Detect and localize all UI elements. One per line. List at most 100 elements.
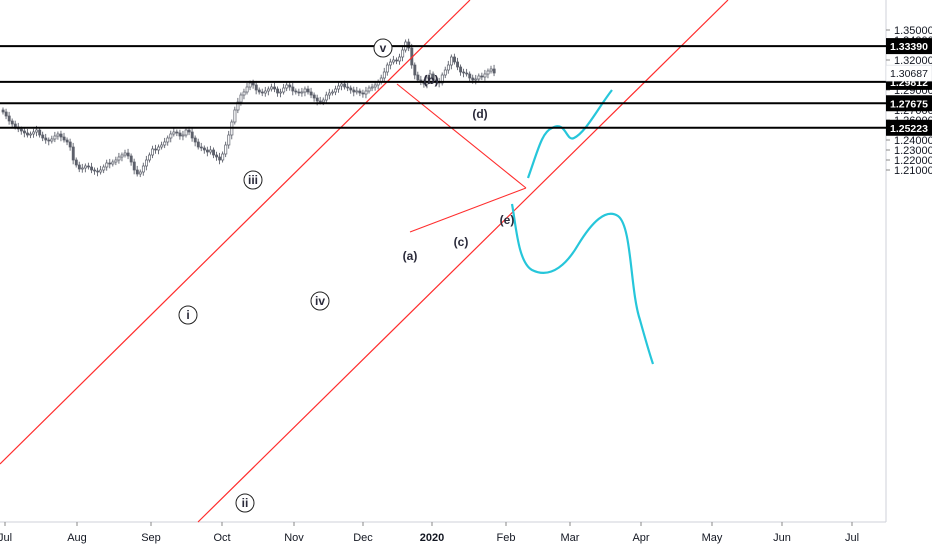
candle-body [279,91,283,94]
candle-body [334,88,338,93]
candle-body [251,82,255,86]
candle-body [224,144,228,155]
candle-body [151,148,154,156]
candle-body [291,86,295,92]
candle-body [294,90,298,93]
time-tick-label: Sep [141,532,161,544]
candle-body [236,101,240,111]
triangle-pattern [396,83,527,233]
candle-body [349,87,353,91]
candle-body [288,84,292,88]
wave-label-circle [243,170,263,190]
candle-body [260,91,264,94]
time-tick-label: Nov [284,532,304,544]
candle-body [474,78,478,81]
candle-body [233,109,237,123]
candle-body [38,129,42,136]
candle-body [10,120,14,125]
candle-body [239,94,243,103]
candle-body [306,88,310,93]
candle-body [245,86,249,93]
candle-body [221,153,225,161]
candle-body [267,88,270,92]
time-tick-label: Apr [632,532,649,544]
candle-body [154,148,158,151]
price-tick-label: 1.24000 [894,135,932,147]
candle-body [13,123,17,128]
horizontal-levels[interactable] [0,45,886,129]
candle-body [331,91,334,94]
candle-body [300,91,304,94]
time-axis[interactable]: Jul Aug Sep Oct Nov Dec 2020 Feb Mar Apr May Jun Jul [0,522,859,544]
time-tick-label: May [702,532,723,544]
candle-body [492,68,496,74]
wave-label: iii [248,173,258,187]
projection-paths [510,89,655,365]
candle-body [257,89,261,93]
candle-body [160,144,164,148]
candle-body [102,166,106,171]
candle-body [62,136,66,141]
wave-label: (a) [403,249,418,263]
candle-body [276,88,280,94]
channel-lower-line [197,0,729,523]
candle-body [324,94,328,101]
price-tick-label: 1.22000 [894,155,932,167]
candle-body [68,141,72,148]
candle-body [29,133,33,136]
candle-body [74,159,78,166]
candle-body [77,164,81,170]
time-tick-label: Jun [773,532,791,544]
candle-body [172,131,176,135]
candle-body [440,74,444,84]
candle-body [157,146,161,151]
candle-body [340,83,344,87]
candle-body [169,133,173,139]
candle-body [446,64,450,71]
candle-body [71,146,75,161]
candle-body [117,156,121,161]
projection-path-bullish [526,89,613,179]
candle-body [468,73,472,79]
candle-body [184,129,188,136]
candlestick-series [1,38,496,178]
candle-body [145,159,148,167]
candle-body [483,73,487,78]
candle-body [56,133,60,137]
level-price-tag [886,119,932,136]
level-price-label: 1.27675 [890,98,928,110]
candle-body [364,90,368,95]
wave-label: iv [315,294,325,308]
price-tick-label: 1.23000 [894,145,932,157]
candle-body [32,131,36,135]
candle-body [273,86,277,90]
trend-channel [0,0,729,523]
candle-body [90,166,93,171]
candle-body [175,131,179,134]
candle-body [389,61,392,66]
candle-body [126,152,130,157]
time-tick-label: Jul [845,532,859,544]
time-tick-label: Jul [0,532,12,544]
candle-body [395,59,399,62]
candle-body [114,159,118,163]
candle-body [407,41,411,49]
candle-body [120,154,124,158]
candle-body [163,141,167,146]
time-tick-label: Dec [353,532,373,544]
candle-body [4,111,8,117]
time-tick-label: Mar [561,532,580,544]
candle-body [193,137,197,143]
candle-body [44,137,48,141]
candle-body [199,146,203,149]
candle-body [358,90,362,94]
candle-body [465,72,469,75]
candle-body [486,70,490,75]
candle-body [242,91,246,96]
candle-body [303,88,307,93]
candle-body [361,92,365,95]
candle-body [47,139,51,142]
